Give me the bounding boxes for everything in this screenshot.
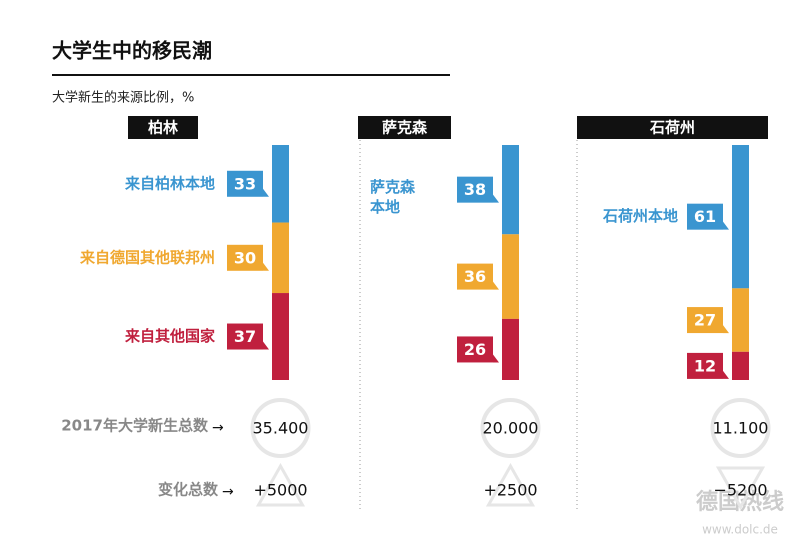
value-box-notch [723,325,729,334]
value-label: 26 [464,340,486,359]
panel-header [128,116,198,139]
value-box-notch [263,341,269,350]
value-label: 61 [694,207,716,226]
value-box-notch [493,194,499,203]
total-ring [480,398,541,458]
series-label: 石荷州本地 [602,207,678,225]
value-label: 37 [234,327,256,346]
bar-segment [502,318,519,380]
value-box [687,307,723,334]
value-box [457,336,493,363]
arrow: → [222,484,234,500]
value-label: 33 [234,174,256,193]
value-box [457,263,493,290]
total: 11.100 [713,419,769,438]
bar-segment [732,145,749,289]
watermark: 德国热线 [696,489,784,515]
value-box-notch [263,188,269,197]
value-box [227,244,263,271]
value-box [227,323,263,350]
value-label: 36 [464,267,486,286]
panel-header [358,116,451,139]
total: 35.400 [253,419,309,438]
series-label-box: 萨克森本地 [370,177,416,216]
value-box [687,352,723,379]
series-label: 萨克森本地 [370,177,416,216]
arrow: → [212,420,224,436]
total-ring [710,398,771,458]
change-triangle [715,466,766,511]
value-label: 27 [694,311,716,330]
bar-segment [272,145,289,223]
total-row-label: 2017年大学新生总数 [61,417,209,435]
panel-header [577,116,768,139]
panel-title: 柏林 [148,119,179,137]
bar-segment [502,145,519,235]
change: −5200 [713,481,767,500]
series-label: 来自其他国家 [124,327,215,345]
value-label: 12 [694,356,716,375]
value-box [687,203,723,230]
value-box-notch [263,262,269,271]
panel-title: 石荷州 [649,119,695,137]
change-triangle [485,462,536,507]
value-label: 38 [464,180,486,199]
value-box-notch [493,281,499,290]
change-triangle [255,462,306,507]
series-label: 来自德国其他联邦州 [79,248,215,266]
subtitle: 大学新生的来源比例，% [52,90,194,106]
total: 20.000 [483,419,539,438]
change: +2500 [483,481,537,500]
panel-title: 萨克森 [382,119,428,137]
change: +5000 [253,481,307,500]
bar-segment [272,222,289,294]
value-box-notch [723,370,729,379]
value-box-notch [493,354,499,363]
bar-segment [272,293,289,380]
total-ring [250,398,311,458]
value-box [227,170,263,197]
watermark: www.dolc.de [702,523,778,537]
title: 大学生中的移民潮 [52,39,212,63]
bar-segment [732,351,749,380]
bar-segment [502,234,519,319]
bar-segment [732,288,749,352]
value-label: 30 [234,248,256,267]
series-label: 来自柏林本地 [124,174,215,192]
change-row-label: 变化总数 [158,481,219,499]
value-box-notch [723,221,729,230]
value-box [457,176,493,203]
